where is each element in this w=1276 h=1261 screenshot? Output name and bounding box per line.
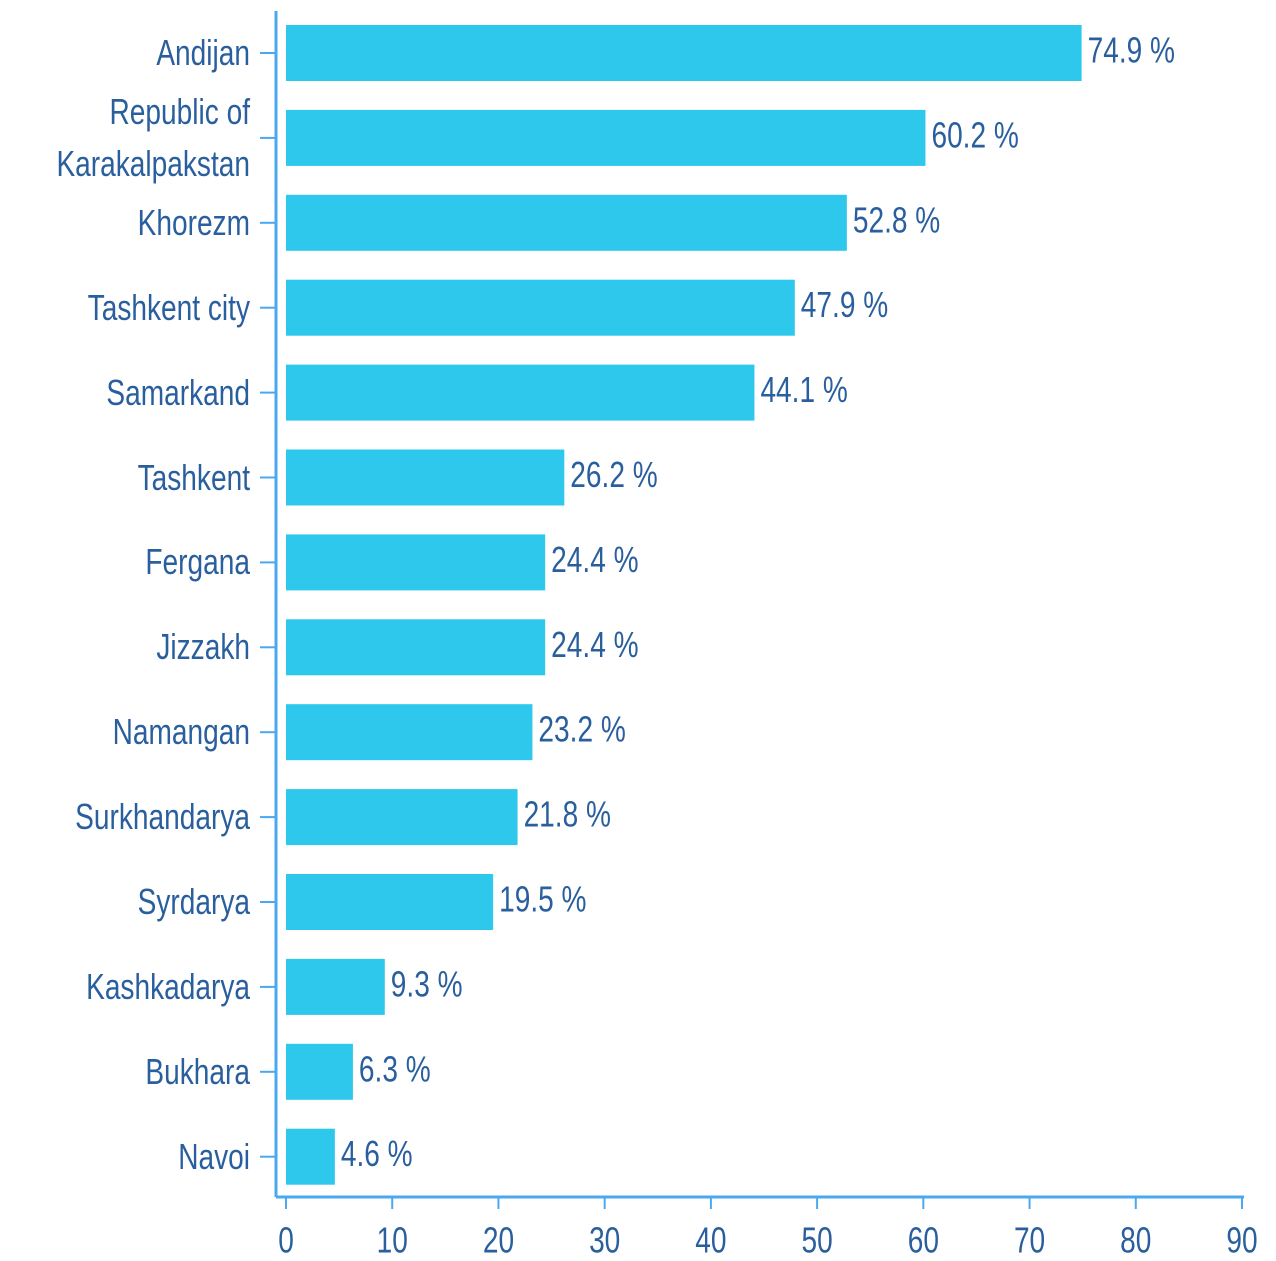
- y-tick-label: Samarkand: [106, 371, 250, 413]
- bar: [286, 1043, 353, 1100]
- y-tick-label: Khorezm: [137, 201, 250, 243]
- value-label: 24.4 %: [551, 624, 638, 664]
- bar: [286, 619, 546, 676]
- y-tick-label: Jizzakh: [156, 626, 250, 668]
- y-tick-label: Fergana: [145, 541, 250, 583]
- y-tick-label: Navoi: [178, 1135, 250, 1177]
- bar: [286, 958, 385, 1015]
- y-tick-label: Syrdarya: [137, 881, 250, 922]
- bar: [286, 789, 518, 846]
- x-tick-label: 0: [278, 1220, 294, 1260]
- x-tick-label: 40: [695, 1220, 726, 1260]
- value-label: 19.5 %: [499, 879, 586, 919]
- value-label: 6.3 %: [359, 1049, 431, 1089]
- y-tick-label: Bukhara: [145, 1050, 250, 1092]
- y-tick-label: Tashkent city: [87, 286, 250, 328]
- bar: [286, 25, 1082, 81]
- bar: [286, 704, 533, 761]
- bar: [286, 364, 755, 421]
- bar: [286, 194, 847, 251]
- x-tick-label: 20: [483, 1220, 514, 1260]
- x-tick-label: 90: [1226, 1220, 1257, 1260]
- value-label: 21.8 %: [524, 794, 611, 834]
- bar: [286, 874, 494, 930]
- y-tick-label: Namangan: [112, 711, 250, 753]
- y-tick-label: Kashkadarya: [86, 965, 250, 1007]
- x-tick-label: 70: [1014, 1220, 1045, 1260]
- y-tick-label: Surkhandarya: [75, 796, 251, 838]
- value-label: 52.8 %: [853, 200, 940, 240]
- y-tick-label: Andijan: [156, 32, 250, 73]
- x-tick-label: 10: [377, 1220, 408, 1260]
- value-label: 74.9 %: [1088, 30, 1175, 70]
- x-tick-label: 30: [589, 1220, 620, 1260]
- bar: [286, 1128, 335, 1185]
- y-tick-label: Republic of Karakalpakstan: [56, 90, 250, 184]
- bar: [286, 534, 546, 591]
- value-label: 44.1 %: [760, 370, 847, 410]
- x-tick-label: 80: [1120, 1220, 1151, 1260]
- value-label: 24.4 %: [551, 540, 638, 580]
- value-label: 9.3 %: [391, 964, 463, 1004]
- value-label: 4.6 %: [341, 1134, 413, 1174]
- bar: [286, 109, 926, 166]
- y-tick-label: Tashkent: [137, 456, 250, 498]
- value-label: 23.2 %: [538, 709, 625, 749]
- x-tick-label: 60: [908, 1220, 939, 1260]
- value-label: 47.9 %: [801, 285, 888, 325]
- value-label: 60.2 %: [931, 115, 1018, 155]
- value-label: 26.2 %: [570, 455, 657, 495]
- x-tick-label: 50: [802, 1220, 833, 1260]
- bar: [286, 449, 565, 506]
- bar: [286, 279, 795, 336]
